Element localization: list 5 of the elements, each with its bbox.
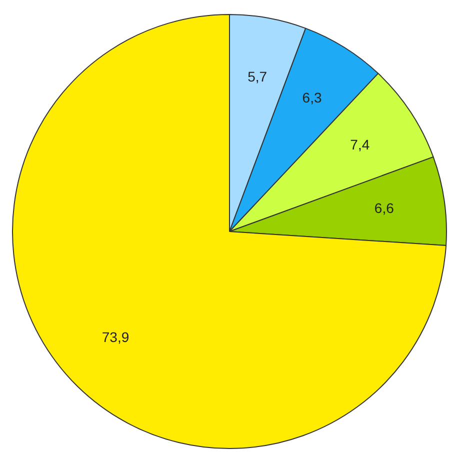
data-label: 6,6 <box>374 200 394 216</box>
data-label: 5,7 <box>248 68 268 85</box>
data-label: 6,3 <box>302 90 322 106</box>
data-label: 7,4 <box>350 136 370 152</box>
data-label: 73,9 <box>102 329 130 346</box>
